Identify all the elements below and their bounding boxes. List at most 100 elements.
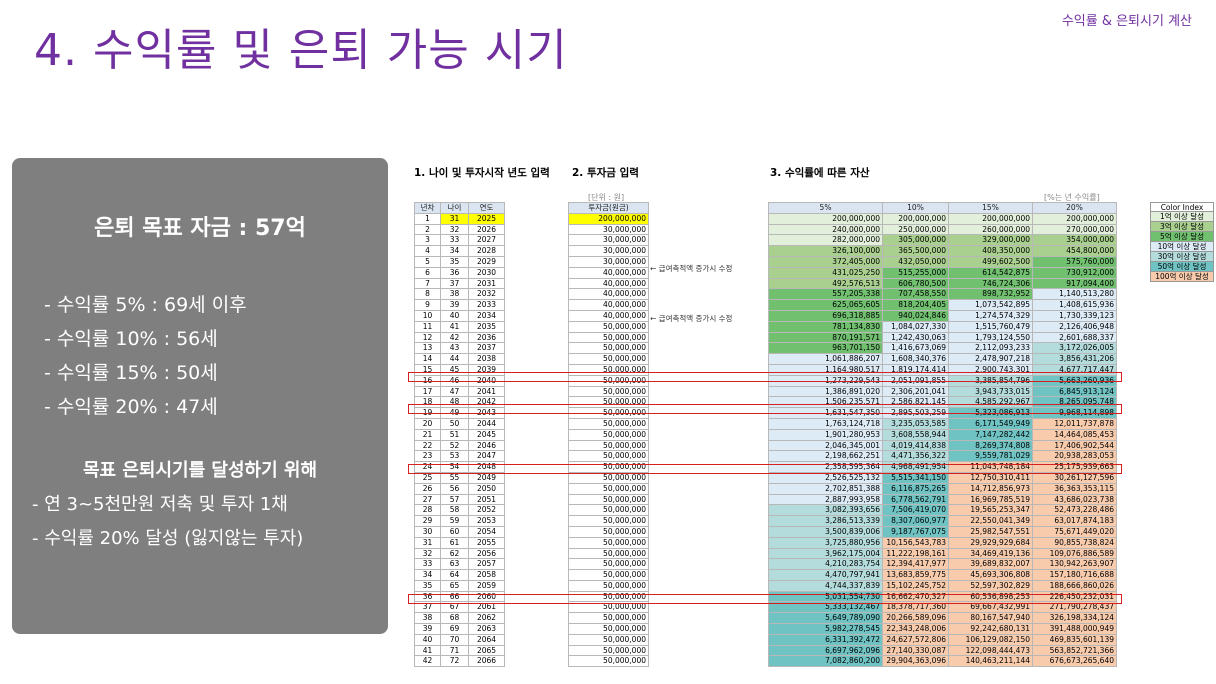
asset-cell: 1,140,513,280 xyxy=(1032,288,1117,301)
investment-cell: 50,000,000 xyxy=(568,547,649,560)
asset-cell: 6,116,875,265 xyxy=(882,482,949,495)
table-row: 23 53 2047 xyxy=(414,450,505,463)
asset-cell: 606,780,500 xyxy=(882,277,949,290)
asset-cell: 3,962,175,004 xyxy=(768,547,883,560)
rate-item: - 수익률 15% : 50세 xyxy=(44,362,218,384)
year-index-cell: 28 xyxy=(414,504,441,517)
asset-cell: 365,500,000 xyxy=(882,245,949,257)
table-row: 22 52 2046 xyxy=(414,439,505,452)
table-row: 50,000,000 xyxy=(568,385,649,398)
year-index-cell: 21 xyxy=(414,428,441,441)
asset-cell: 188,666,860,026 xyxy=(1032,579,1117,592)
asset-cell: 326,100,000 xyxy=(768,245,883,257)
year-cell: 2027 xyxy=(468,234,505,247)
year-index-cell: 42 xyxy=(414,655,441,668)
table-row: 3,286,513,339 8,307,060,977 22,550,041,349… xyxy=(768,515,1117,527)
table-row: 41 71 2065 xyxy=(414,644,505,657)
asset-cell: 7,082,860,200 xyxy=(768,655,883,668)
asset-cell: 898,732,952 xyxy=(948,288,1033,301)
asset-cell: 75,671,449,020 xyxy=(1032,525,1117,538)
asset-cell: 109,076,886,589 xyxy=(1032,547,1117,560)
asset-cell: 5,515,341,150 xyxy=(882,471,949,484)
investment-cell: 50,000,000 xyxy=(568,655,649,668)
asset-cell: 469,835,601,139 xyxy=(1032,633,1117,646)
asset-cell: 25,982,547,551 xyxy=(948,525,1033,538)
table-row: 40,000,000 xyxy=(568,277,649,290)
age-cell: 44 xyxy=(440,353,469,365)
table-row: 30 60 2054 xyxy=(414,525,505,538)
table-row: 50,000,000 xyxy=(568,612,649,625)
investment-cell: 50,000,000 xyxy=(568,633,649,646)
table-row: 6,697,962,096 27,140,330,087 122,098,444,4… xyxy=(768,644,1117,657)
asset-cell: 22,550,041,349 xyxy=(948,515,1033,527)
asset-cell: 305,000,000 xyxy=(882,234,949,247)
asset-cell: 2,126,406,948 xyxy=(1032,320,1117,333)
highlight-year-17 xyxy=(408,372,1122,382)
section-1-label: 1. 나이 및 투자시작 년도 입력 xyxy=(414,167,550,179)
asset-cell: 870,191,571 xyxy=(768,331,883,344)
investment-table: 투자금(원금) 200,000,000 30,000,000 30,000,000 3… xyxy=(568,202,649,668)
age-cell: 34 xyxy=(440,245,469,257)
asset-cell: 4,471,356,322 xyxy=(882,450,949,463)
asset-cell: 29,904,363,096 xyxy=(882,655,949,668)
asset-cell: 940,024,846 xyxy=(882,309,949,322)
table-row: 431,025,250 515,255,000 614,542,875 730,912… xyxy=(768,266,1117,279)
table-row: 4,470,797,941 13,683,859,775 45,693,306,80… xyxy=(768,569,1117,581)
age-cell: 43 xyxy=(440,342,469,355)
age-cell: 58 xyxy=(440,504,469,517)
asset-cell: 3,943,733,015 xyxy=(948,385,1033,398)
table-row: 31 61 2055 xyxy=(414,536,505,549)
year-index-cell: 9 xyxy=(414,299,441,311)
asset-cell: 140,463,211,144 xyxy=(948,655,1033,668)
age-cell: 70 xyxy=(440,633,469,646)
table-row: 39 69 2063 xyxy=(414,623,505,635)
asset-cell: 80,167,547,940 xyxy=(948,612,1033,625)
plan-item: - 수익률 20% 달성 (잃지않는 투자) xyxy=(32,528,304,549)
asset-cell: 2,887,993,958 xyxy=(768,493,883,506)
year-cell: 2056 xyxy=(468,547,505,560)
table-row: 50,000,000 xyxy=(568,342,649,355)
year-cell: 2032 xyxy=(468,288,505,301)
table-row: 6,331,392,472 24,627,572,806 106,129,082,1… xyxy=(768,633,1117,646)
table-row: 50,000,000 xyxy=(568,331,649,344)
year-index-cell: 34 xyxy=(414,569,441,581)
age-cell: 35 xyxy=(440,255,469,268)
col-header: 20% xyxy=(1032,202,1117,214)
table-row: 2,358,595,364 4,968,491,954 11,043,748,184… xyxy=(768,461,1117,473)
investment-cell: 40,000,000 xyxy=(568,266,649,279)
table-row: 35 65 2059 xyxy=(414,579,505,592)
table-row: 29 59 2053 xyxy=(414,515,505,527)
asset-cell: 14,464,085,453 xyxy=(1032,428,1117,441)
year-cell: 2037 xyxy=(468,342,505,355)
asset-cell: 200,000,000 xyxy=(1032,212,1117,225)
asset-cell: 6,778,562,791 xyxy=(882,493,949,506)
investment-cell: 50,000,000 xyxy=(568,644,649,657)
asset-cell: 431,025,250 xyxy=(768,266,883,279)
table-row: 5 35 2029 xyxy=(414,255,505,268)
asset-cell: 10,156,543,783 xyxy=(882,536,949,549)
col-header: 나이 xyxy=(440,202,469,214)
asset-cell: 3,286,513,339 xyxy=(768,515,883,527)
asset-cell: 6,331,392,472 xyxy=(768,633,883,646)
asset-cell: 575,760,000 xyxy=(1032,255,1117,268)
asset-cell: 499,602,500 xyxy=(948,255,1033,268)
asset-cell: 36,363,353,115 xyxy=(1032,482,1117,495)
table-row: 1,061,886,207 1,608,340,376 2,478,907,218 3… xyxy=(768,353,1117,365)
table-row: 1,164,980,517 1,819,174,414 2,900,743,301 4… xyxy=(768,363,1117,376)
asset-cell: 1,242,430,063 xyxy=(882,331,949,344)
asset-cell: 2,198,662,251 xyxy=(768,450,883,463)
table-row: 2,702,851,388 6,116,875,265 14,712,856,973… xyxy=(768,482,1117,495)
asset-cell: 43,686,023,738 xyxy=(1032,493,1117,506)
year-index-cell: 5 xyxy=(414,255,441,268)
year-cell: 2049 xyxy=(468,471,505,484)
investment-cell: 40,000,000 xyxy=(568,299,649,311)
col-header: 10% xyxy=(882,202,949,214)
year-cell: 2041 xyxy=(468,385,505,398)
table-row: 781,134,830 1,084,027,330 1,515,760,479 2,1… xyxy=(768,320,1117,333)
asset-cell: 2,112,093,233 xyxy=(948,342,1033,355)
year-index-cell: 2 xyxy=(414,223,441,236)
table-row: 38 68 2062 xyxy=(414,612,505,625)
table-row: 696,318,885 940,024,846 1,274,574,329 1,730… xyxy=(768,309,1117,322)
asset-cell: 730,912,000 xyxy=(1032,266,1117,279)
year-index-cell: 31 xyxy=(414,536,441,549)
